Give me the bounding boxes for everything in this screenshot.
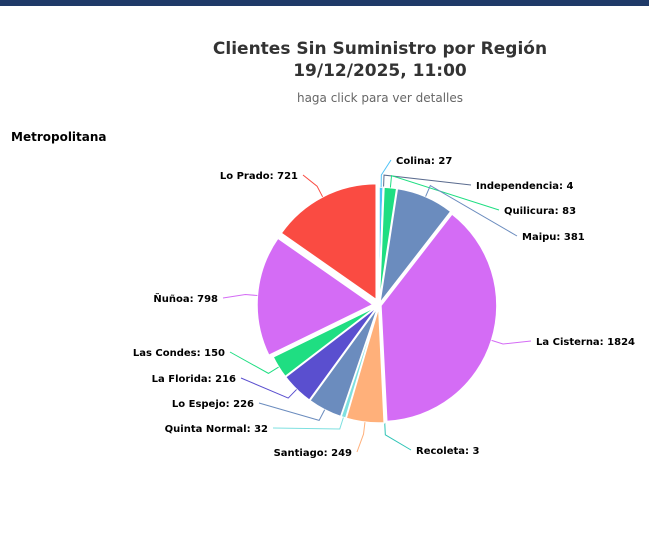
- pie-slice-la-cisterna[interactable]: [380, 212, 498, 423]
- data-label: La Cisterna: 1824: [536, 337, 635, 348]
- data-label: Independencia: 4: [476, 181, 573, 192]
- pie-slice-lo-prado[interactable]: [280, 182, 377, 302]
- data-label: La Florida: 216: [152, 374, 236, 385]
- chart-title: Clientes Sin Suministro por Región 19/12…: [0, 38, 649, 82]
- connector-line: [229, 351, 279, 374]
- data-label: Recoleta: 3: [416, 446, 479, 457]
- data-label: Maipu: 381: [522, 232, 585, 243]
- pie-slice-las-condes[interactable]: [272, 305, 378, 378]
- data-label: Santiago: 249: [274, 448, 352, 459]
- connector-line: [272, 417, 344, 430]
- connector-line: [389, 174, 500, 211]
- connector-line: [258, 402, 326, 421]
- top-bar: [0, 0, 649, 6]
- connector-line: [384, 422, 412, 451]
- connector-line: [240, 377, 297, 399]
- pie-slice-maipu[interactable]: [378, 187, 452, 306]
- data-label: Lo Prado: 721: [220, 171, 298, 182]
- connector-line: [383, 174, 472, 188]
- connector-line: [380, 159, 392, 188]
- connector-line: [491, 339, 532, 345]
- data-label: Quilicura: 83: [504, 206, 576, 217]
- chart-title-line-2: 19/12/2025, 11:00: [293, 61, 467, 81]
- region-label: Metropolitana: [11, 130, 107, 144]
- connector-line: [425, 184, 518, 237]
- data-label: Colina: 27: [396, 156, 452, 167]
- connector-line: [302, 174, 324, 198]
- data-label: Lo Espejo: 226: [172, 399, 254, 410]
- pie-slice-ñuñoa[interactable]: [256, 237, 375, 357]
- data-label: Las Condes: 150: [133, 348, 225, 359]
- data-label: Quinta Normal: 32: [165, 424, 268, 435]
- chart-subtitle: haga click para ver detalles: [296, 91, 464, 105]
- connector-line: [356, 422, 366, 453]
- data-label: Ñuñoa: 798: [153, 292, 218, 305]
- chart-title-line-1: Clientes Sin Suministro por Región: [212, 39, 548, 59]
- connector-line: [222, 294, 258, 299]
